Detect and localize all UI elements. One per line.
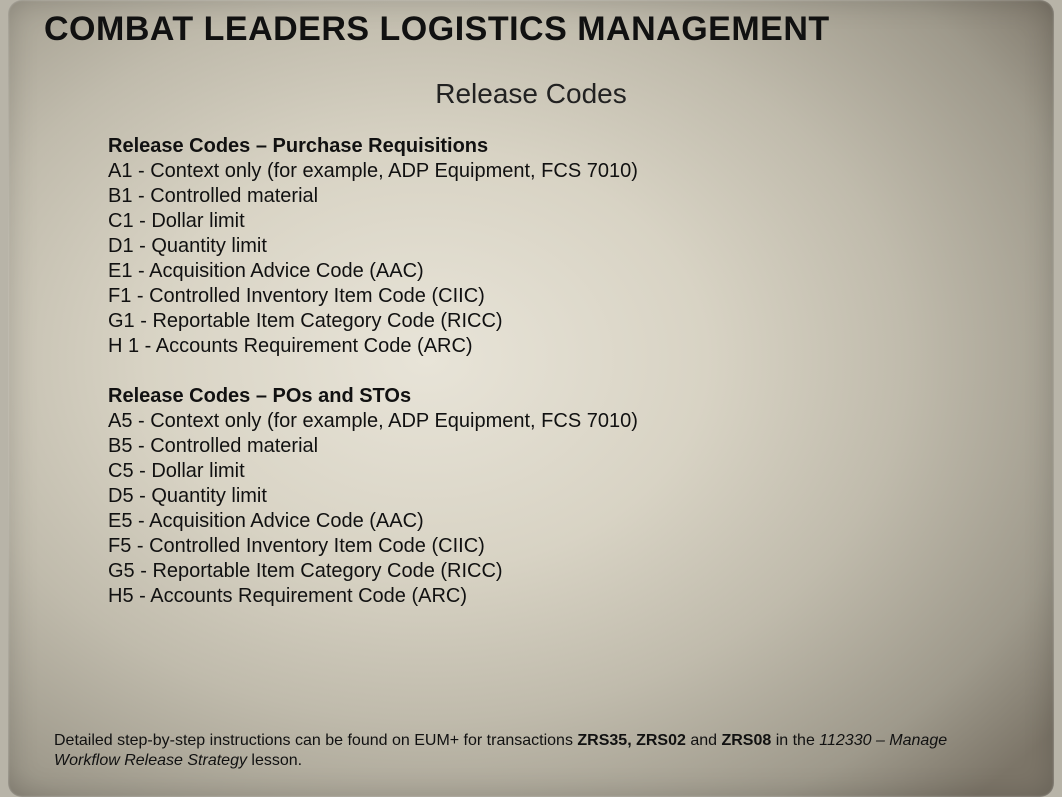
section2-item: A5 - Context only (for example, ADP Equi… — [108, 409, 908, 434]
section1-item: B1 - Controlled material — [108, 184, 908, 209]
section2-item: G5 - Reportable Item Category Code (RICC… — [108, 559, 908, 584]
section1-item: F1 - Controlled Inventory Item Code (CII… — [108, 284, 908, 309]
footer-bold: ZRS35, ZRS02 — [577, 732, 685, 749]
section1-item: G1 - Reportable Item Category Code (RICC… — [108, 309, 908, 334]
footer-note: Detailed step-by-step instructions can b… — [54, 731, 994, 771]
footer-text: lesson. — [247, 752, 302, 769]
section2-heading: Release Codes – POs and STOs — [108, 384, 908, 409]
section2-item: C5 - Dollar limit — [108, 459, 908, 484]
footer-text: Detailed step-by-step instructions can b… — [54, 732, 577, 749]
section1-heading: Release Codes – Purchase Requisitions — [108, 134, 908, 159]
section2-item: E5 - Acquisition Advice Code (AAC) — [108, 509, 908, 534]
section1-item: D1 - Quantity limit — [108, 234, 908, 259]
footer-bold: ZRS08 — [721, 732, 771, 749]
section1-item: C1 - Dollar limit — [108, 209, 908, 234]
page-title: COMBAT LEADERS LOGISTICS MANAGEMENT — [44, 10, 830, 49]
section2-item: B5 - Controlled material — [108, 434, 908, 459]
slide-container: COMBAT LEADERS LOGISTICS MANAGEMENT Rele… — [8, 0, 1054, 797]
section2-item: F5 - Controlled Inventory Item Code (CII… — [108, 534, 908, 559]
section1-item: A1 - Context only (for example, ADP Equi… — [108, 159, 908, 184]
content-block: Release Codes – Purchase Requisitions A1… — [108, 134, 908, 609]
section1-item: E1 - Acquisition Advice Code (AAC) — [108, 259, 908, 284]
page-subtitle: Release Codes — [8, 78, 1054, 110]
section1-item: H 1 - Accounts Requirement Code (ARC) — [108, 334, 908, 359]
section2-item: H5 - Accounts Requirement Code (ARC) — [108, 584, 908, 609]
footer-text: and — [686, 732, 722, 749]
section2-item: D5 - Quantity limit — [108, 484, 908, 509]
footer-text: in the — [771, 732, 819, 749]
